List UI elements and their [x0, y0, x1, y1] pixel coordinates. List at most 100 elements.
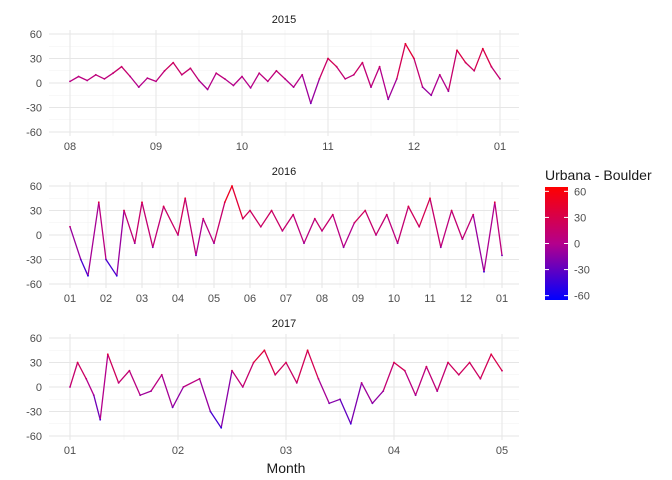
- x-tick-label: 08: [64, 141, 76, 153]
- data-segment: [482, 48, 493, 68]
- data-segment: [198, 79, 209, 91]
- data-segment: [215, 72, 226, 80]
- data-segment: [350, 382, 363, 425]
- x-tick-label: 11: [424, 293, 435, 305]
- data-point: [378, 65, 381, 68]
- data-segment: [163, 61, 174, 72]
- data-point: [220, 426, 223, 429]
- data-point: [209, 410, 212, 413]
- data-point: [249, 87, 252, 89]
- data-segment: [77, 75, 88, 82]
- data-point: [281, 230, 284, 232]
- y-tick-label: -60: [26, 279, 42, 291]
- data-point: [360, 382, 363, 384]
- data-point: [69, 386, 71, 388]
- data-segment: [393, 361, 406, 372]
- data-point: [371, 402, 374, 405]
- data-segment: [123, 209, 136, 244]
- data-point: [120, 65, 123, 68]
- data-point: [241, 386, 244, 388]
- facet-title: 2017: [272, 318, 296, 330]
- data-segment: [458, 361, 471, 376]
- data-point: [189, 67, 192, 70]
- data-segment: [141, 201, 154, 248]
- data-point: [77, 75, 80, 78]
- x-tick-label: 03: [280, 445, 292, 457]
- data-point: [468, 361, 471, 364]
- data-segment: [139, 390, 152, 396]
- data-segment: [314, 218, 323, 232]
- data-segment: [129, 75, 140, 88]
- data-segment: [429, 197, 442, 248]
- data-point: [94, 73, 97, 76]
- data-point: [139, 394, 142, 397]
- data-segment: [414, 365, 428, 396]
- x-tick-label: 04: [388, 445, 400, 457]
- data-point: [123, 209, 125, 212]
- data-segment: [220, 370, 233, 429]
- data-segment: [93, 394, 101, 421]
- data-point: [177, 234, 179, 236]
- data-point: [223, 78, 226, 80]
- facet-panel: 2016 60 30 0 -30 -60 01 02 03 04 05 06 07 08 09 10 11 12 0…: [26, 166, 519, 305]
- data-segment: [198, 378, 212, 413]
- data-point: [133, 242, 136, 245]
- data-segment: [396, 43, 407, 80]
- data-point: [198, 377, 201, 380]
- data-point: [171, 406, 174, 409]
- data-point: [481, 47, 484, 50]
- data-segment: [241, 75, 252, 89]
- x-tick-label: 09: [352, 293, 364, 305]
- x-tick-label: 01: [64, 445, 76, 457]
- data-segment: [95, 74, 106, 80]
- facet-panels: 2015 60 30 0 -30 -60 08 09 10 11 12 01 2016 60 30 0 -30 -…: [26, 14, 519, 457]
- data-point: [195, 254, 197, 257]
- data-segment: [494, 201, 503, 257]
- data-segment: [425, 365, 438, 392]
- data-point: [232, 84, 235, 87]
- data-segment: [473, 48, 484, 72]
- data-segment: [161, 374, 174, 409]
- data-point: [180, 73, 183, 76]
- data-point: [213, 242, 215, 245]
- data-point: [456, 49, 458, 52]
- data-segment: [382, 361, 395, 392]
- data-point: [270, 209, 273, 212]
- data-point: [309, 102, 312, 105]
- x-tick-label: 08: [316, 293, 328, 305]
- data-point: [137, 86, 140, 88]
- data-series: [69, 349, 503, 429]
- data-segment: [195, 218, 204, 257]
- data-point: [313, 217, 316, 220]
- data-point: [223, 201, 226, 204]
- x-tick-label: 02: [100, 293, 112, 305]
- data-point: [382, 390, 385, 392]
- data-point: [258, 72, 261, 75]
- data-segment: [98, 201, 107, 261]
- data-point: [499, 78, 501, 80]
- y-tick-label: 0: [36, 230, 42, 242]
- data-point: [501, 254, 503, 257]
- data-segment: [206, 72, 217, 91]
- data-point: [403, 369, 406, 372]
- data-point: [501, 369, 503, 372]
- data-segment: [231, 370, 244, 388]
- data-point: [87, 274, 89, 277]
- data-point: [317, 377, 320, 380]
- data-segment: [371, 390, 384, 404]
- data-point: [461, 238, 464, 241]
- data-segment: [69, 75, 80, 83]
- data-segment: [483, 201, 496, 273]
- y-tick-label: 30: [30, 54, 42, 66]
- data-point: [425, 365, 428, 368]
- data-segment: [202, 218, 215, 244]
- facet-panel: 2017 60 30 0 -30 -60 01 02 03 04 05: [26, 318, 519, 457]
- data-segment: [85, 378, 95, 396]
- data-point: [252, 361, 255, 364]
- data-point: [301, 73, 304, 76]
- data-segment: [370, 66, 381, 88]
- data-segment: [439, 74, 450, 92]
- color-legend: Urbana - Boulder 60 30 0 -30 -60: [545, 167, 652, 303]
- data-segment: [189, 67, 200, 82]
- x-tick-label: 07: [280, 293, 292, 305]
